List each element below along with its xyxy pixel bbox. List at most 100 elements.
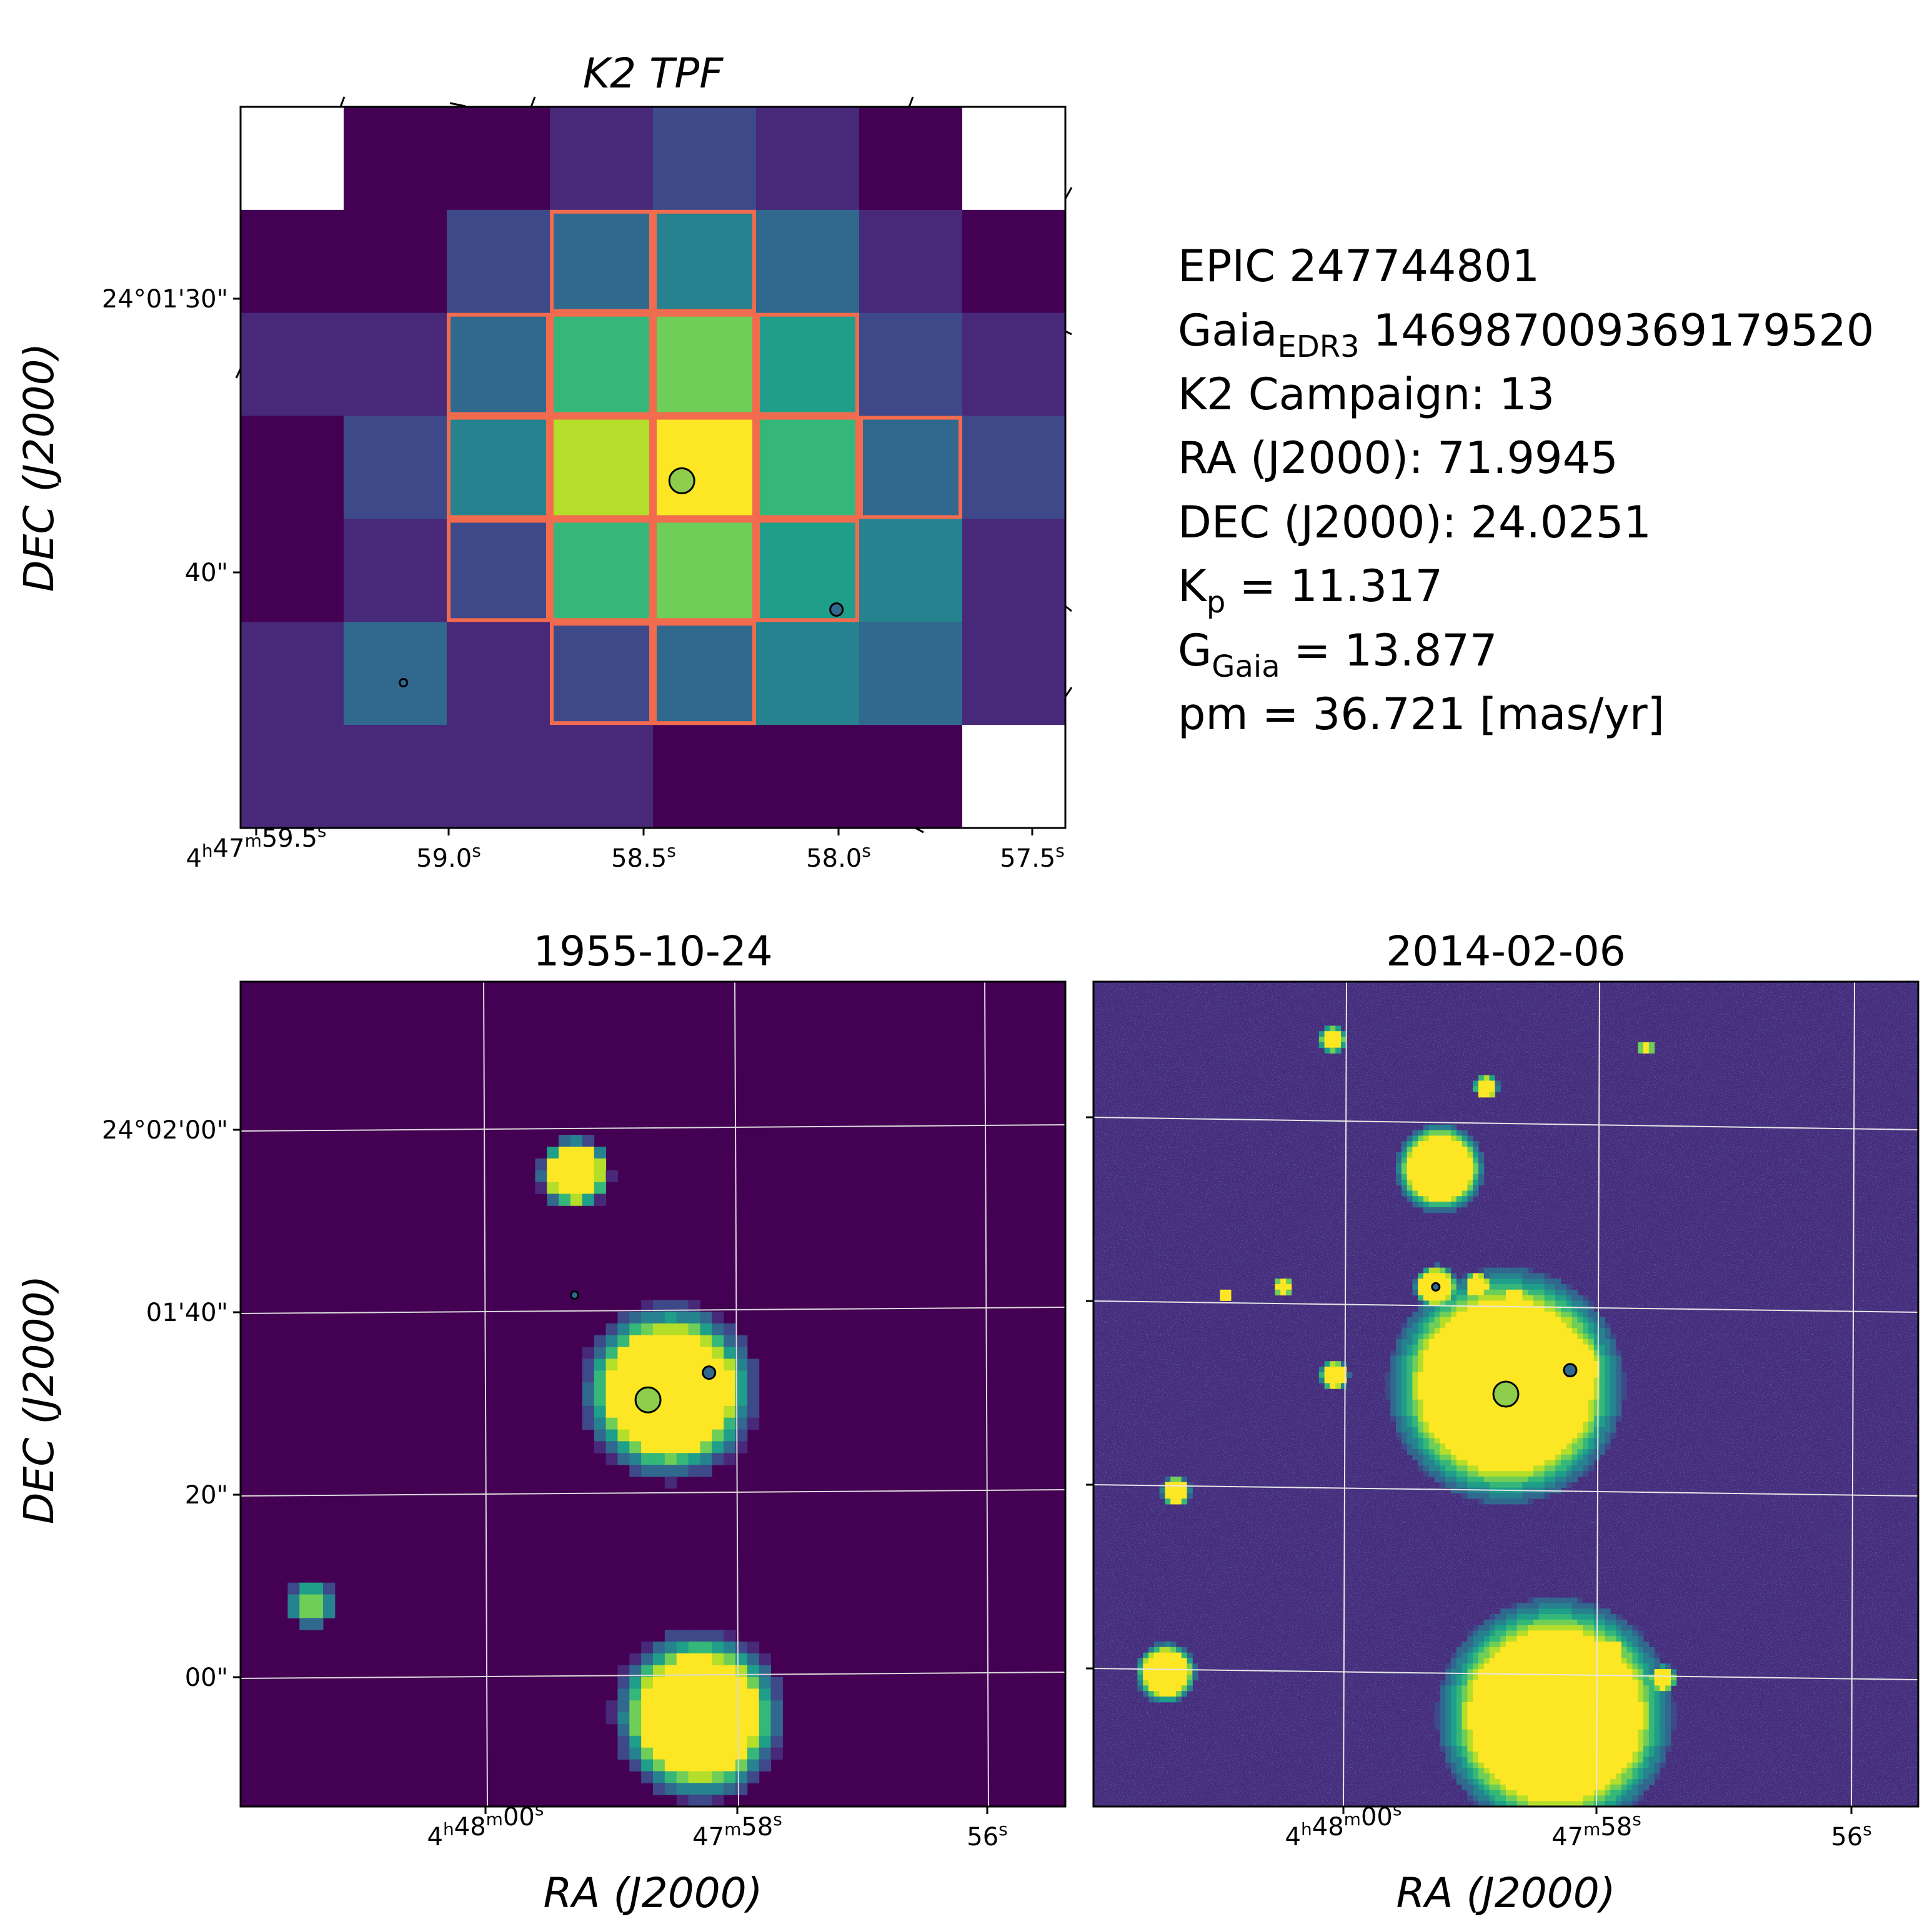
image-pixel <box>1599 1663 1605 1670</box>
image-pixel <box>1610 1740 1616 1747</box>
image-pixel <box>1440 1124 1446 1131</box>
image-pixel <box>1538 1740 1545 1747</box>
image-pixel <box>1577 1752 1583 1758</box>
image-pixel <box>1648 1702 1655 1708</box>
image-pixel <box>1456 1179 1463 1186</box>
image-pixel <box>1599 1729 1605 1736</box>
image-pixel <box>1511 1614 1518 1620</box>
image-pixel <box>1522 1652 1528 1658</box>
image-pixel <box>1544 1377 1550 1383</box>
image-pixel <box>1621 1619 1628 1626</box>
image-pixel <box>735 1735 748 1748</box>
image-pixel <box>1599 1779 1605 1785</box>
image-pixel <box>1654 1652 1660 1658</box>
image-pixel <box>1577 1790 1583 1796</box>
image-pixel <box>1456 1432 1463 1438</box>
image-pixel <box>1544 1608 1550 1615</box>
image-pixel <box>1643 1658 1650 1664</box>
image-pixel <box>1335 1372 1342 1378</box>
image-pixel <box>1440 1367 1446 1373</box>
image-pixel <box>1511 1707 1518 1713</box>
image-pixel <box>617 1723 630 1737</box>
tpf-pixel <box>447 312 550 417</box>
image-pixel <box>1473 1707 1479 1713</box>
image-pixel <box>1610 1652 1616 1658</box>
image-pixel <box>1495 1284 1501 1290</box>
image-pixel <box>1495 1333 1501 1340</box>
image-pixel <box>1626 1691 1633 1697</box>
image-pixel <box>1181 1658 1188 1664</box>
image-pixel <box>1571 1773 1578 1780</box>
image-pixel <box>1528 1658 1534 1664</box>
image-pixel <box>1583 1306 1589 1312</box>
image-pixel <box>1555 1752 1561 1758</box>
tpf-aperture-pixel <box>653 519 756 622</box>
image-pixel <box>1511 1498 1518 1505</box>
image-pixel <box>1495 1493 1501 1499</box>
image-pixel <box>1511 1477 1518 1483</box>
image-pixel <box>1434 1713 1440 1719</box>
image-pixel <box>1616 1625 1622 1631</box>
image-pixel <box>1561 1669 1567 1675</box>
image-pixel <box>1401 1339 1408 1345</box>
image-pixel <box>1555 1603 1561 1609</box>
image-pixel <box>1495 1422 1501 1428</box>
image-pixel <box>1483 1790 1490 1796</box>
image-pixel <box>1577 1460 1583 1466</box>
image-pixel <box>1495 1339 1501 1345</box>
image-pixel <box>1467 1377 1473 1383</box>
image-pixel <box>1538 1757 1545 1763</box>
image-pixel <box>1456 1482 1463 1488</box>
image-pixel <box>688 1323 700 1336</box>
image-pixel <box>1495 1443 1501 1450</box>
image-pixel <box>1561 1691 1567 1697</box>
image-pixel <box>1516 1691 1523 1697</box>
image-pixel <box>1528 1729 1534 1736</box>
image-pixel <box>1561 1383 1567 1389</box>
image-pixel <box>1544 1443 1550 1450</box>
image-pixel <box>1605 1630 1611 1637</box>
image-pixel <box>664 1641 677 1654</box>
image-pixel <box>1538 1625 1545 1631</box>
image-pixel <box>1445 1740 1451 1747</box>
image-pixel <box>1456 1377 1463 1383</box>
image-pixel <box>1478 1438 1485 1444</box>
image-pixel <box>1483 1663 1490 1670</box>
image-pixel <box>1412 1388 1418 1395</box>
image-pixel <box>641 1441 654 1453</box>
image-pixel <box>641 1735 654 1748</box>
image-pixel <box>1599 1707 1605 1713</box>
image-pixel <box>1528 1707 1534 1713</box>
image-pixel <box>1522 1422 1528 1428</box>
image-pixel <box>1407 1322 1413 1328</box>
image-pixel <box>1434 1267 1440 1274</box>
image-pixel <box>1566 1663 1573 1670</box>
image-pixel <box>770 1735 783 1748</box>
image-pixel <box>1528 1333 1534 1340</box>
image-pixel <box>1495 1746 1501 1752</box>
image-pixel <box>1489 1344 1495 1351</box>
image-pixel <box>1538 1658 1545 1664</box>
image-pixel <box>1428 1422 1435 1428</box>
image-pixel <box>1605 1344 1611 1351</box>
image-pixel <box>1610 1642 1616 1648</box>
image-pixel <box>1473 1669 1479 1675</box>
image-pixel <box>1561 1289 1567 1296</box>
image-pixel <box>1660 1702 1666 1708</box>
image-pixel <box>1445 1355 1451 1362</box>
image-pixel <box>1528 1801 1534 1807</box>
image-pixel <box>1566 1477 1573 1483</box>
image-pixel <box>1489 1273 1495 1279</box>
image-pixel <box>1561 1471 1567 1477</box>
info-kp: Kp = 11.317 <box>1178 561 1443 620</box>
image-pixel <box>1390 1361 1397 1367</box>
image-pixel <box>1445 1169 1451 1175</box>
image-pixel <box>1516 1647 1523 1653</box>
image-pixel <box>1396 1157 1402 1164</box>
image-pixel <box>1467 1432 1473 1438</box>
image-pixel <box>1506 1784 1512 1791</box>
image-pixel <box>1176 1487 1182 1493</box>
image-pixel <box>1605 1377 1611 1383</box>
image-pixel <box>1511 1619 1518 1626</box>
image-pixel <box>1588 1619 1595 1626</box>
